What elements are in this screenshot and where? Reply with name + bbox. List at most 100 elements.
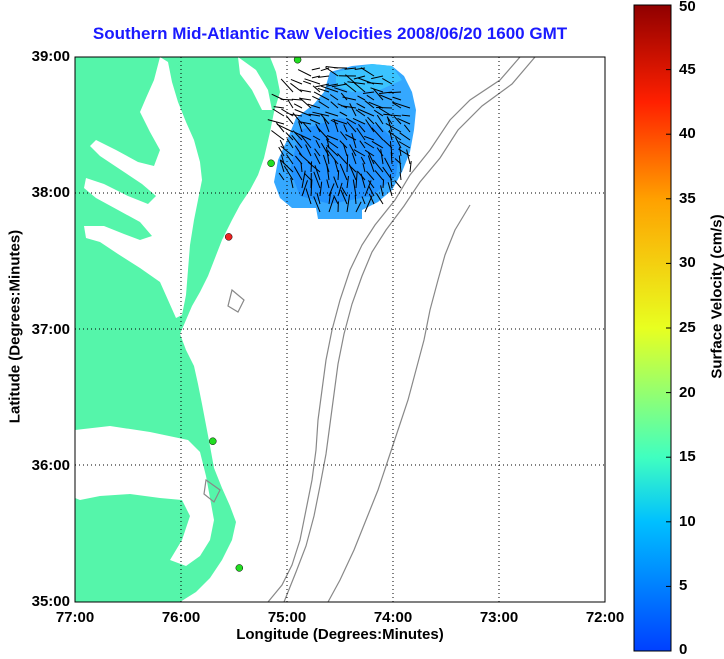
velocity-vector	[315, 83, 330, 88]
velocity-vector	[383, 113, 402, 117]
velocity-vector	[399, 132, 411, 141]
velocity-vector	[326, 146, 330, 165]
velocity-vector	[280, 98, 294, 101]
velocity-vector	[312, 95, 321, 101]
velocity-vector	[299, 89, 312, 93]
velocity-vector	[298, 121, 303, 133]
velocity-vector	[346, 175, 349, 189]
velocity-vector	[340, 131, 348, 141]
velocity-vector	[333, 119, 339, 133]
velocity-vector	[348, 164, 357, 181]
velocity-vector	[391, 102, 402, 109]
velocity-vector	[311, 75, 321, 79]
velocity-vector	[299, 97, 312, 109]
velocity-vector	[364, 149, 375, 157]
radar-station-marker[interactable]	[224, 233, 233, 241]
x-tick-label: 75:00	[267, 609, 307, 626]
velocity-vector	[360, 156, 366, 165]
velocity-vector	[278, 146, 285, 157]
velocity-vector	[340, 189, 348, 205]
velocity-vector	[331, 83, 348, 88]
y-tick-label: 35:00	[31, 593, 70, 610]
velocity-vector	[353, 149, 366, 157]
velocity-vector	[309, 119, 321, 125]
velocity-vector	[376, 107, 393, 109]
velocity-vector	[398, 141, 411, 149]
velocity-vector	[337, 153, 348, 165]
velocity-vector	[290, 78, 303, 85]
velocity-vector	[299, 121, 312, 125]
velocity-vector	[367, 180, 375, 189]
velocity-vector	[409, 160, 412, 173]
velocity-arrows	[267, 66, 412, 213]
velocity-vector	[341, 105, 357, 109]
velocity-vector	[344, 67, 357, 70]
velocity-vector	[368, 193, 375, 205]
velocity-vector	[334, 160, 339, 173]
velocity-field-edge	[336, 64, 402, 92]
velocity-vector	[353, 82, 366, 93]
velocity-vector	[385, 122, 402, 133]
velocity-vector	[380, 185, 384, 197]
x-tick-label: 77:00	[55, 609, 95, 626]
velocity-vector	[355, 201, 362, 213]
velocity-vector	[313, 171, 321, 189]
colorbar-tick-label: 30	[679, 254, 696, 272]
velocity-vector	[326, 83, 339, 87]
velocity-vector	[325, 66, 339, 77]
x-tick-label: 74:00	[373, 609, 413, 626]
velocity-vector	[300, 134, 312, 149]
velocity-vector	[386, 116, 393, 133]
velocity-vector	[354, 67, 366, 70]
velocity-vector	[380, 149, 384, 165]
velocity-vector	[398, 155, 402, 173]
velocity-vector	[315, 139, 321, 149]
velocity-vector	[351, 152, 357, 165]
velocity-vector	[317, 75, 330, 78]
x-tick-label: 72:00	[585, 609, 625, 626]
velocity-vector	[314, 148, 321, 157]
velocity-vector	[322, 154, 330, 173]
radar-station-marker[interactable]	[209, 437, 217, 445]
velocity-vector	[301, 180, 308, 197]
velocity-vector	[345, 117, 357, 125]
radar-station-marker[interactable]	[267, 159, 275, 168]
velocity-vector	[371, 140, 384, 149]
velocity-vector	[316, 192, 321, 205]
velocity-vector	[271, 130, 285, 141]
velocity-vector	[394, 180, 402, 189]
velocity-vector	[364, 100, 375, 109]
colorbar-tick-label: 35	[679, 189, 696, 207]
colorbar-tick-label: 45	[679, 60, 696, 78]
velocity-vector	[300, 162, 303, 173]
velocity-vector	[276, 123, 294, 133]
velocity-vector	[362, 91, 375, 94]
velocity-vector	[326, 135, 330, 149]
velocity-vector	[314, 152, 321, 165]
velocity-vector	[333, 176, 339, 189]
radar-station-marker[interactable]	[293, 56, 302, 64]
velocity-vector	[362, 163, 366, 173]
velocity-vector	[343, 82, 357, 93]
radar-station-marker[interactable]	[235, 564, 244, 572]
velocity-vector	[349, 144, 357, 157]
velocity-vector	[370, 87, 384, 93]
velocity-vector	[279, 139, 285, 149]
velocity-vector	[392, 96, 402, 101]
colorbar-label: Surface Velocity (cm/s)	[708, 214, 724, 379]
velocity-vector	[293, 166, 303, 181]
velocity-vector	[334, 87, 348, 93]
velocity-vector	[382, 77, 393, 85]
velocity-vector	[366, 82, 384, 85]
velocity-vector	[319, 181, 323, 197]
velocity-vector	[367, 116, 375, 125]
velocity-vector	[298, 153, 312, 165]
velocity-vector	[280, 145, 294, 157]
velocity-vector	[325, 111, 339, 117]
velocity-vector	[341, 187, 348, 197]
velocity-vector	[290, 82, 303, 93]
velocity-vector	[320, 85, 339, 93]
velocity-vector	[326, 145, 339, 157]
velocity-vector	[279, 159, 285, 173]
